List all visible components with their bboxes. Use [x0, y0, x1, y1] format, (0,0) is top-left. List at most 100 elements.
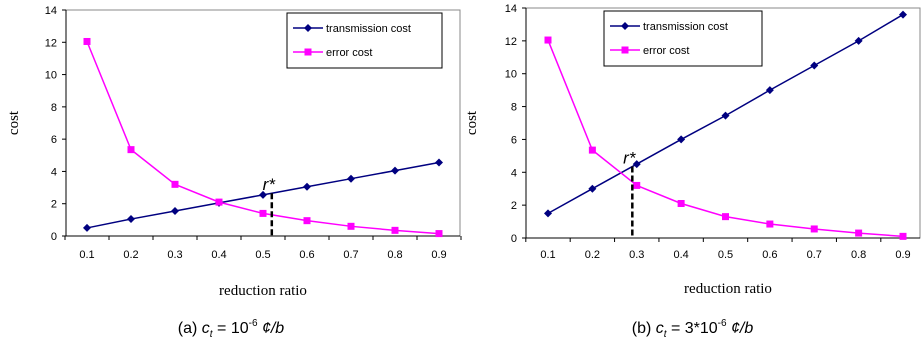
- caption-a-sup: -6: [248, 318, 258, 329]
- y-tick-label: 4: [511, 167, 517, 179]
- transmission-cost-point: [544, 209, 552, 218]
- y-tick-label: 10: [505, 69, 517, 81]
- caption-a-prefix: (a): [177, 320, 202, 337]
- x-tick-label: 0.2: [585, 249, 600, 261]
- error-cost-point: [899, 232, 907, 240]
- y-tick-label: 0: [51, 231, 57, 243]
- x-tick-label: 0.3: [629, 249, 644, 261]
- y-tick-label: 8: [511, 102, 517, 114]
- y-tick-label: 0: [511, 233, 517, 245]
- legend-diamond-marker: [621, 22, 629, 30]
- caption-b-suffix: ¢/b: [726, 320, 754, 337]
- transmission-cost-point: [721, 111, 730, 120]
- y-tick-label: 6: [511, 134, 517, 146]
- error-cost-point: [347, 222, 355, 230]
- legend-box: [286, 12, 443, 69]
- legend-label: transmission cost: [326, 23, 411, 35]
- error-cost-point: [855, 229, 863, 237]
- caption-b-sup: -6: [717, 318, 727, 329]
- x-tick-label: 0.5: [718, 249, 733, 261]
- x-axis-title: reduction ratio: [684, 281, 772, 297]
- error-cost-line: [547, 39, 904, 238]
- legend-label: transmission cost: [643, 21, 728, 33]
- error-cost-point: [633, 181, 641, 189]
- y-tick-label: 2: [511, 200, 517, 212]
- x-tick-label: 0.6: [299, 249, 314, 261]
- x-tick-label: 0.9: [895, 249, 910, 261]
- y-tick-label: 2: [51, 199, 57, 211]
- legend-label: error cost: [643, 45, 689, 57]
- x-tick-label: 0.7: [807, 249, 822, 261]
- chart-b-svg: 0 2 4 6 8 10 12 14 0.1 0.2 0.3 0.4 0.5 0.6 0.7 0.8 0.9 co…: [464, 3, 921, 297]
- transmission-cost-point: [588, 184, 597, 193]
- caption-a-suffix: ¢/b: [257, 320, 285, 337]
- caption-b: (b) ct = 3*10-6 ¢/b: [462, 318, 923, 340]
- y-tick-label: 4: [51, 166, 57, 178]
- error-cost-point: [215, 198, 223, 206]
- x-tick-label: 0.6: [762, 249, 777, 261]
- legend-square-marker: [304, 48, 312, 56]
- error-cost-point: [435, 230, 443, 238]
- y-tick-label: 8: [51, 102, 57, 114]
- legend-box: [603, 10, 763, 67]
- transmission-cost-point: [127, 215, 135, 224]
- x-tick-label: 0.3: [167, 249, 182, 261]
- y-tick-label: 14: [505, 3, 517, 15]
- y-tick-label: 10: [45, 70, 57, 82]
- y-axis-title: cost: [464, 110, 480, 135]
- error-cost-point: [588, 146, 596, 154]
- transmission-cost-point: [435, 158, 443, 167]
- transmission-cost-point: [303, 182, 311, 191]
- error-cost-point: [83, 37, 91, 45]
- x-tick-label: 0.7: [343, 249, 358, 261]
- x-tick-label: 0.8: [851, 249, 866, 261]
- x-tick-label: 0.1: [79, 249, 94, 261]
- error-cost-point: [722, 213, 729, 221]
- x-tick-label: 0.9: [431, 249, 446, 261]
- x-tick-label: 0.2: [123, 249, 138, 261]
- error-cost-point: [766, 220, 774, 228]
- legend-label: error cost: [326, 47, 372, 59]
- y-axis-title: cost: [6, 110, 22, 135]
- error-cost-point: [391, 226, 399, 234]
- error-cost-point: [677, 200, 685, 207]
- error-cost-point: [171, 180, 179, 188]
- transmission-cost-point: [810, 61, 819, 70]
- transmission-cost-point: [391, 166, 399, 175]
- transmission-cost-point: [259, 190, 267, 199]
- r-star-label: r*: [623, 149, 637, 168]
- transmission-cost-point: [765, 86, 774, 95]
- caption-b-mid: = 3*10: [666, 320, 718, 337]
- caption-b-sub: t: [663, 329, 667, 340]
- y-tick-label: 12: [45, 37, 57, 49]
- transmission-cost-point: [83, 223, 91, 232]
- caption-a-var: c: [201, 320, 210, 337]
- chart-panel-a: 0 2 4 6 8 10 12 14 0.1 0.2 0.3 0.4 0.5 0.6 0.7 0.8 0.9 co…: [0, 5, 462, 340]
- x-tick-label: 0.4: [673, 249, 688, 261]
- caption-a-sub: t: [209, 329, 213, 340]
- x-tick-label: 0.5: [255, 249, 270, 261]
- transmission-cost-point: [899, 10, 907, 19]
- transmission-cost-point: [632, 160, 641, 169]
- caption-a-mid: = 10: [212, 320, 249, 337]
- error-cost-point: [259, 209, 267, 217]
- x-tick-label: 0.1: [540, 249, 555, 261]
- error-cost-point: [303, 217, 311, 225]
- transmission-cost-point: [854, 36, 863, 45]
- x-tick-label: 0.4: [211, 249, 226, 261]
- transmission-cost-point: [677, 135, 686, 144]
- y-tick-label: 6: [51, 134, 57, 146]
- error-cost-point: [127, 146, 135, 154]
- error-cost-point: [544, 36, 552, 44]
- chart-panel-b: 0 2 4 6 8 10 12 14 0.1 0.2 0.3 0.4 0.5 0.6 0.7 0.8 0.9 co…: [462, 0, 923, 348]
- x-tick-label: 0.8: [387, 249, 402, 261]
- error-cost-point: [810, 225, 818, 233]
- r-star-label: r*: [263, 175, 277, 194]
- caption-a: (a) ct = 10-6 ¢/b: [0, 318, 462, 340]
- y-tick-label: 12: [505, 36, 517, 48]
- legend-diamond-marker: [304, 24, 312, 32]
- y-tick-label: 14: [45, 5, 57, 17]
- transmission-cost-point: [171, 206, 179, 215]
- caption-b-prefix: (b): [631, 320, 656, 337]
